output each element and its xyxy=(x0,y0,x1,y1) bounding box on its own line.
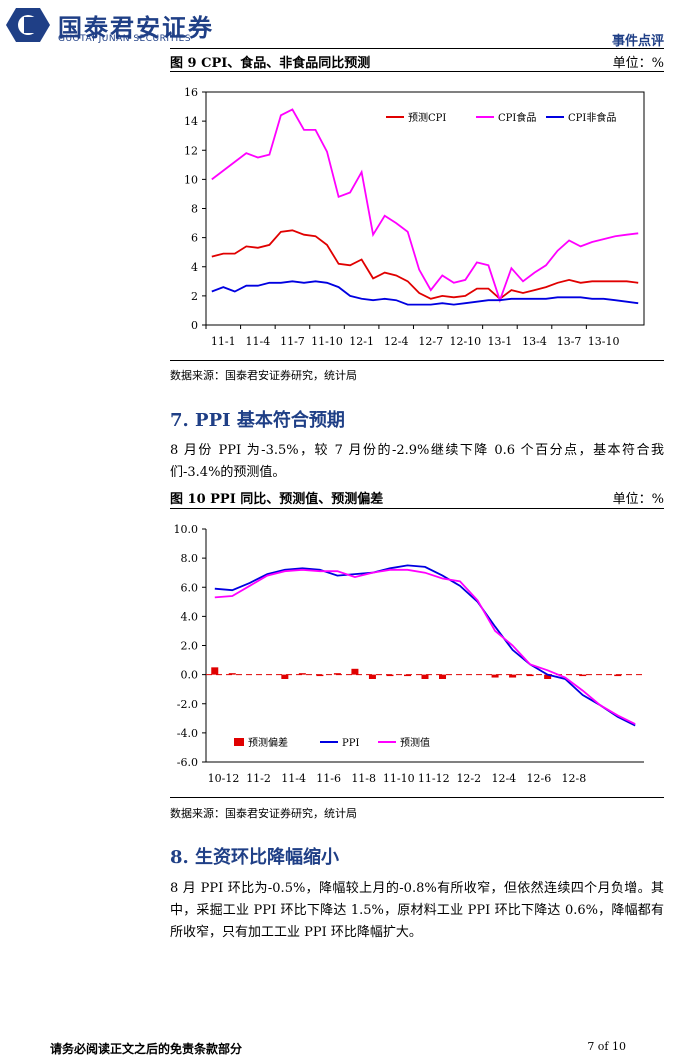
x-tick-label: 11-6 xyxy=(316,772,341,785)
footer-disclaimer: 请务必阅读正文之后的免责条款部分 xyxy=(50,1042,243,1056)
ppi-forecast-chart: -6.0 -4.0 -2.0 0.0 2.0 4.0 6.0 8.0 10.0 10-12 11-2… xyxy=(174,523,644,785)
series-line-0 xyxy=(214,564,636,727)
figure-10-chart-area: -6.0 -4.0 -2.0 0.0 2.0 4.0 6.0 8.0 10.0 10-12 11-2… xyxy=(170,512,664,796)
figure-9-top-rule xyxy=(170,71,664,72)
legend-label: 预测CPI xyxy=(408,111,446,124)
y-tick-label: 6.0 xyxy=(181,581,199,594)
series-line-1 xyxy=(214,568,636,725)
x-tick-label: 13-7 xyxy=(557,335,582,348)
y-tick-label: 4.0 xyxy=(181,610,199,623)
bias-bar xyxy=(579,674,587,677)
figure-10-unit: 单位：% xyxy=(612,492,664,507)
section-7-paragraph: 8 月份 PPI 为-3.5%，较 7 月份的-2.9%继续下降 0.6 个百分… xyxy=(170,443,664,480)
figure-9-title: 图 9 CPI、食品、非食品同比预测 xyxy=(170,56,371,71)
y-tick-label: 8.0 xyxy=(181,552,199,565)
y-tick-label: 12 xyxy=(184,144,198,157)
y-tick-label: -2.0 xyxy=(177,698,198,711)
figure-10-title: 图 10 PPI 同比、预测值、预测偏差 xyxy=(170,492,384,507)
x-tick-label: 11-7 xyxy=(280,335,305,348)
bias-bar xyxy=(351,668,359,675)
cpi-forecast-chart: 0 2 4 6 8 10 12 14 16 11-1 11-4 11-7 11-10 12-1 12-4 12… xyxy=(184,86,645,348)
legend-label: CPI食品 xyxy=(498,111,536,124)
bias-bar xyxy=(509,674,517,678)
bias-bar xyxy=(368,674,376,679)
section-7-heading: 7. PPI 基本符合预期 xyxy=(170,410,345,431)
y-tick-label: -4.0 xyxy=(177,727,198,740)
legend-label: 预测偏差 xyxy=(248,736,288,749)
bias-bar xyxy=(298,673,306,675)
bias-bar xyxy=(316,674,324,677)
x-tick-label: 12-6 xyxy=(527,772,552,785)
y-tick-label: 0.0 xyxy=(181,669,199,682)
bias-bar xyxy=(228,673,236,675)
x-tick-label: 11-10 xyxy=(311,335,343,348)
figure-9-chart-area: 0 2 4 6 8 10 12 14 16 11-1 11-4 11-7 11-10 12-1 12-4 12… xyxy=(170,74,664,358)
y-tick-label: 10.0 xyxy=(174,523,199,536)
y-tick-label: 16 xyxy=(184,86,198,99)
y-tick-label: -6.0 xyxy=(177,756,198,769)
series-line-1 xyxy=(211,108,639,303)
bias-bar xyxy=(421,674,429,679)
x-tick-label: 12-4 xyxy=(384,335,409,348)
x-tick-label: 12-8 xyxy=(562,772,587,785)
legend-label: PPI xyxy=(342,738,359,749)
bias-bar xyxy=(281,674,289,679)
header-divider xyxy=(170,48,664,49)
x-tick-label: 12-7 xyxy=(418,335,443,348)
series-line-2 xyxy=(211,280,639,306)
x-tick-label: 13-1 xyxy=(488,335,513,348)
x-tick-label: 13-4 xyxy=(522,335,547,348)
y-tick-label: 10 xyxy=(184,173,198,186)
series-line-0 xyxy=(211,229,639,300)
x-tick-label: 12-2 xyxy=(456,772,481,785)
bias-bar xyxy=(491,674,499,678)
page-header: 国泰君安证券 GUOTAI JUNAN SECURITIES 事件点评 xyxy=(0,0,700,49)
y-tick-label: 14 xyxy=(184,115,198,128)
x-tick-label: 12-10 xyxy=(449,335,481,348)
x-tick-label: 12-1 xyxy=(349,335,374,348)
page-number: 7 of 10 xyxy=(587,1040,626,1053)
figure-9-source: 数据来源：国泰君安证券研究，统计局 xyxy=(170,369,357,382)
legend-label: 预测值 xyxy=(400,736,430,749)
bias-bar xyxy=(211,667,219,675)
x-tick-label: 11-4 xyxy=(246,335,271,348)
x-tick-label: 13-10 xyxy=(588,335,620,348)
legend-label: CPI非食品 xyxy=(568,111,616,124)
bias-bar xyxy=(403,674,411,677)
figure-10-bottom-rule xyxy=(170,797,664,798)
plot-frame xyxy=(205,91,645,326)
bias-bar xyxy=(614,674,622,677)
bias-bar xyxy=(544,674,552,679)
brand-name-english: GUOTAI JUNAN SECURITIES xyxy=(58,34,192,44)
legend-swatch xyxy=(234,738,244,746)
x-tick-label: 11-12 xyxy=(418,772,450,785)
section-8-heading: 8. 生资环比降幅缩小 xyxy=(170,847,340,868)
y-tick-label: 8 xyxy=(191,203,198,216)
guotai-junan-logo-icon xyxy=(6,8,50,42)
document-type: 事件点评 xyxy=(611,34,664,49)
bias-bar xyxy=(439,674,447,679)
x-tick-label: 11-4 xyxy=(281,772,306,785)
figure-9-unit: 单位：% xyxy=(612,56,664,71)
section-8-paragraph: 8 月 PPI 环比为-0.5%，降幅较上月的-0.8%有所收窄，但依然连续四个… xyxy=(170,881,664,940)
brand-name: 国泰君安证券 xyxy=(58,14,214,42)
bias-bar xyxy=(333,673,341,675)
y-tick-label: 6 xyxy=(191,232,198,245)
figure-10-source: 数据来源：国泰君安证券研究，统计局 xyxy=(170,807,357,820)
figure-9-bottom-rule xyxy=(170,360,664,361)
bias-bar xyxy=(526,674,534,677)
x-tick-label: 11-2 xyxy=(246,772,271,785)
bias-bar xyxy=(386,674,394,677)
x-tick-label: 11-10 xyxy=(383,772,415,785)
y-tick-label: 2.0 xyxy=(181,640,199,653)
y-tick-label: 4 xyxy=(191,261,198,274)
x-tick-label: 11-8 xyxy=(351,772,376,785)
x-tick-label: 11-1 xyxy=(211,335,236,348)
y-tick-label: 0 xyxy=(191,319,198,332)
x-tick-label: 10-12 xyxy=(208,772,240,785)
x-tick-label: 12-4 xyxy=(491,772,516,785)
figure-10-top-rule xyxy=(170,508,664,509)
y-tick-label: 2 xyxy=(191,290,198,303)
